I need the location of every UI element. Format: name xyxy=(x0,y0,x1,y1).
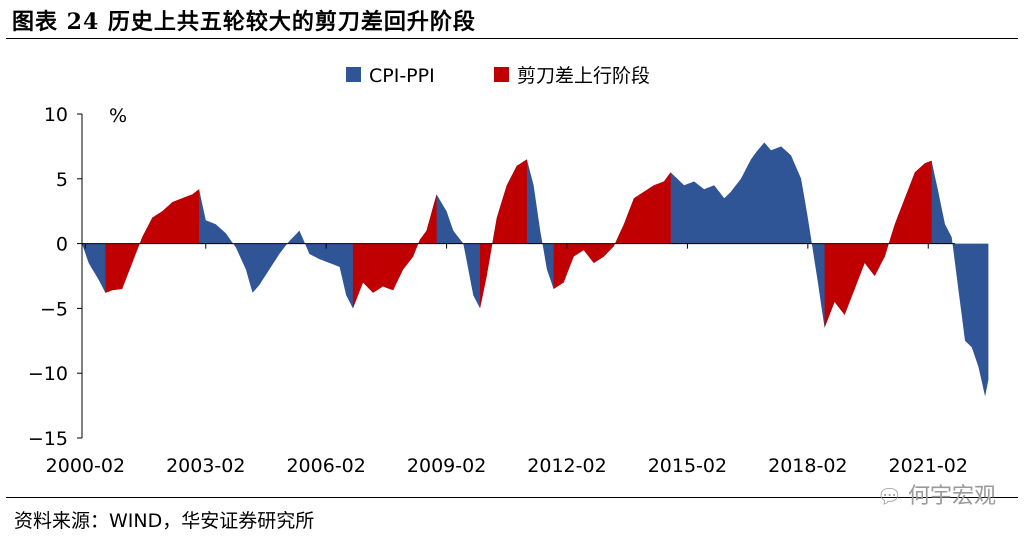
x-tick-label: 2012-02 xyxy=(527,455,606,477)
uptrend-area-4 xyxy=(553,172,671,289)
y-tick-label: −5 xyxy=(40,298,68,320)
legend-swatch-2 xyxy=(494,67,509,82)
watermark-text: 何宇宏观 xyxy=(907,484,996,509)
legend-swatch-1 xyxy=(346,67,361,82)
chart-axes: 10 5 0 −5 −10 −15% 2000-02 2003-02 2006-02 2009-0… xyxy=(28,104,968,477)
y-tick-label: 10 xyxy=(44,104,68,126)
figure-title: 图表 24 历史上共五轮较大的剪刀差回升阶段 xyxy=(12,9,476,35)
uptrend-area-3 xyxy=(480,159,527,309)
uptrend-area-5 xyxy=(824,160,932,328)
source-rule xyxy=(6,497,1018,498)
y-tick-label: 0 xyxy=(56,234,68,256)
x-tick-label: 2018-02 xyxy=(768,455,847,477)
x-tick-label: 2021-02 xyxy=(889,455,968,477)
y-tick-label: −10 xyxy=(28,363,68,385)
x-tick-label: 2000-02 xyxy=(46,455,125,477)
legend-label-1: CPI-PPI xyxy=(369,65,435,87)
y-tick-label: −15 xyxy=(28,428,68,450)
y-unit-label: % xyxy=(109,105,127,127)
title-rule xyxy=(6,38,1018,39)
x-tick-label: 2015-02 xyxy=(648,455,727,477)
y-tick-label: 5 xyxy=(56,169,68,191)
wechat-icon: 💬︎ xyxy=(876,484,902,508)
uptrend-area-1 xyxy=(105,189,200,293)
cpi-ppi-area xyxy=(82,142,989,397)
chart-legend: CPI-PPI 剪刀差上行阶段 xyxy=(346,65,650,87)
source-note: 资料来源：WIND，华安证券研究所 xyxy=(14,510,315,532)
x-tick-label: 2003-02 xyxy=(166,455,245,477)
x-tick-label: 2006-02 xyxy=(286,455,365,477)
area-fills xyxy=(82,142,989,397)
cpi-ppi-area-chart: CPI-PPI 剪刀差上行阶段 10 5 0 −5 −10 −15% 2000-02 2003-… xyxy=(28,65,989,477)
legend-label-2: 剪刀差上行阶段 xyxy=(517,65,650,87)
uptrend-area-2 xyxy=(352,194,437,309)
x-tick-label: 2009-02 xyxy=(407,455,486,477)
watermark: 💬︎ 何宇宏观 xyxy=(877,478,996,510)
